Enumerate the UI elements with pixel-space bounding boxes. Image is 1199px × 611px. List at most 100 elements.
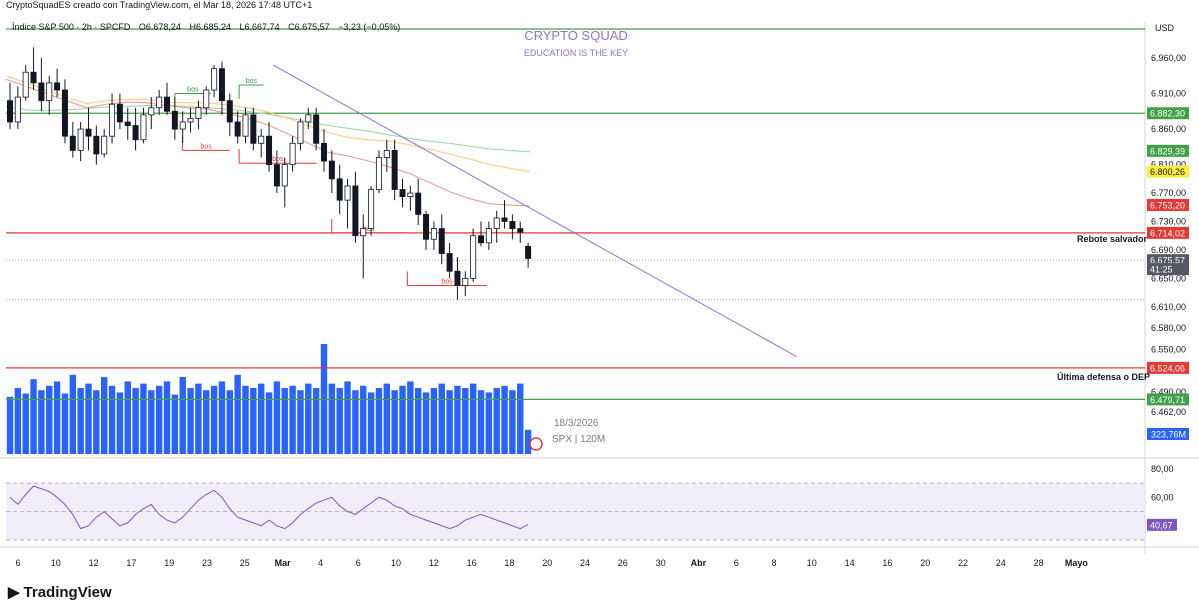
volume-bar [108, 385, 116, 454]
volume-badge-bg [1147, 428, 1189, 440]
volume-date: 18/3/2026 [554, 418, 599, 429]
bos-label-2: bos [200, 143, 212, 150]
price-badge-bg [1147, 107, 1189, 120]
volume-bar [265, 392, 273, 454]
volume-bar [155, 385, 163, 454]
candle-body [22, 71, 29, 98]
candle-body [383, 150, 390, 158]
symbol-legend[interactable]: Índice S&P 500 · 2h · SPCFD O6.678,24 H6… [12, 22, 406, 32]
ma-line-MA200 [5, 78, 531, 207]
price-badge-label: 6.479,71 [1150, 395, 1185, 405]
tradingview-brand[interactable]: ▶ TradingView [8, 583, 112, 602]
candle-body [211, 68, 218, 91]
volume-bar [336, 388, 343, 454]
brand-text: TradingView [23, 583, 112, 601]
price-tick: 6.960,00 [1151, 53, 1186, 63]
volume-bar [305, 383, 312, 454]
ohlc-change: −3,23 (−0,05%) [338, 22, 401, 32]
price-badge-bg [1147, 263, 1189, 276]
volume-bar [195, 383, 202, 454]
candle-body [297, 121, 304, 144]
time-tick: 4 [318, 558, 323, 568]
volume-bar [328, 383, 336, 454]
volume-bar [101, 377, 108, 454]
time-tick: 20 [542, 558, 552, 568]
symbol-name[interactable]: Índice S&P 500 · 2h · SPCFD [12, 22, 131, 32]
time-tick: 25 [240, 558, 250, 568]
candle-body [485, 228, 492, 244]
volume-bar [85, 383, 92, 454]
volume-bar [430, 388, 438, 454]
candle-body [250, 114, 257, 144]
volume-bar [312, 388, 320, 454]
price-badge-label: 6.714,02 [1150, 228, 1185, 238]
candle-body [140, 114, 147, 141]
watermark-subtitle: EDUCATION IS THE KEY [523, 48, 629, 58]
candle-body [234, 121, 241, 137]
volume-bar [517, 383, 524, 454]
volume-bar [454, 385, 461, 454]
volume-bar [69, 374, 76, 454]
time-tick: 16 [882, 558, 892, 568]
candle-body [509, 221, 516, 230]
price-badge-bg [1147, 144, 1189, 157]
price-tick: 6.580,00 [1151, 323, 1186, 333]
currency-label[interactable]: USD [1155, 23, 1175, 33]
time-tick: 17 [126, 558, 136, 568]
ma-line-MA100 [5, 75, 531, 173]
volume-bar [242, 385, 249, 454]
candle-body [446, 253, 453, 272]
volume-bar [179, 377, 186, 454]
time-tick: Abr [691, 558, 707, 568]
candle-body [407, 192, 414, 198]
volume-bar [218, 381, 226, 454]
candles [7, 47, 532, 300]
time-tick: 19 [164, 558, 174, 568]
candle-body [320, 142, 327, 162]
volume-bar [422, 392, 430, 454]
volume-bar [226, 390, 233, 454]
candle-body [14, 96, 21, 123]
rsi-polyline [9, 485, 529, 530]
candle-body [305, 114, 312, 123]
volume-bar [250, 388, 257, 454]
rsi-tick: 80,00 [1151, 464, 1174, 474]
annotation-defensa: Última defensa o DEP [1057, 372, 1151, 382]
price-badge-label: 6.882,30 [1150, 109, 1185, 119]
time-tick: 10 [391, 558, 401, 568]
price-badge-label: 6.800,26 [1150, 167, 1185, 177]
volume-bar [53, 381, 61, 454]
ohlc-close: C6.675,57 [288, 22, 330, 32]
candle-body [266, 135, 273, 166]
candle-body [226, 100, 233, 123]
candle-body [218, 68, 225, 102]
candle-body [391, 150, 398, 190]
price-badge-label: 41:25 [1150, 265, 1173, 275]
candle-body [493, 217, 500, 230]
candle-body [289, 142, 296, 166]
time-tick: 12 [429, 558, 439, 568]
candle-body [156, 96, 163, 109]
price-tick: 6.462,00 [1151, 407, 1186, 417]
candle-body [77, 128, 84, 151]
candle-body [281, 164, 288, 187]
volume-bar [446, 390, 453, 454]
candle-body [423, 213, 430, 240]
candle-body [360, 228, 367, 237]
volume-bar [124, 381, 131, 454]
volume-bar [407, 381, 414, 454]
volume-bar [14, 388, 22, 454]
price-badge-label: 6.829,39 [1150, 146, 1185, 156]
volume-badge-label: 323,76M [1151, 430, 1186, 440]
candle-body [438, 228, 445, 254]
time-tick: Mayo [1065, 558, 1089, 568]
candle-body [313, 114, 320, 144]
candle-body [93, 135, 100, 155]
ohlc-open: O6.678,24 [138, 22, 181, 32]
candle-body [179, 121, 186, 130]
time-tick: 10 [51, 558, 61, 568]
volume-bar [273, 381, 281, 454]
price-tick: 6.490,00 [1151, 387, 1186, 397]
candle-body [462, 277, 469, 286]
